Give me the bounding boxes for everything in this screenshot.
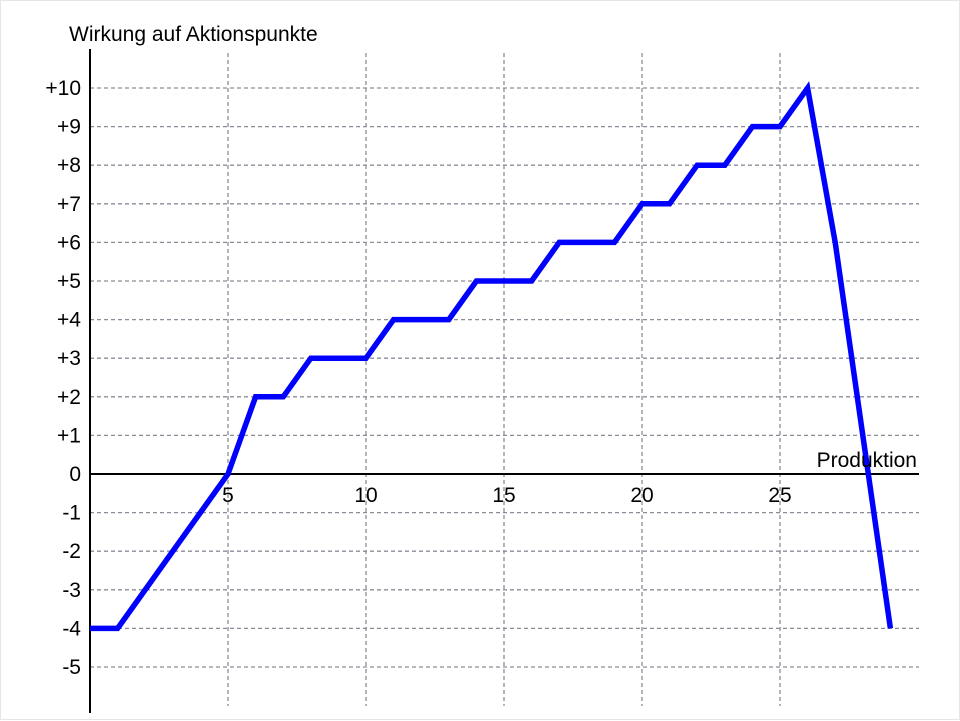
y-tick-label: -3: [62, 579, 81, 602]
y-tick-label: +2: [57, 386, 81, 409]
y-tick-label: +8: [57, 154, 81, 177]
y-tick-label: -2: [62, 540, 81, 563]
x-tick-label: 20: [630, 484, 653, 507]
y-tick-label: -1: [62, 502, 81, 525]
y-tick-label: -4: [62, 617, 81, 640]
y-tick-label: +3: [57, 347, 81, 370]
y-tick-label: -5: [62, 656, 81, 679]
y-tick-label: +9: [57, 116, 81, 139]
y-tick-label: +10: [45, 77, 81, 100]
x-axis-title: Produktion: [817, 449, 917, 472]
x-tick-label: 25: [768, 484, 791, 507]
y-tick-label: +4: [57, 309, 81, 332]
y-tick-label: +1: [57, 424, 81, 447]
series-line: [90, 81, 894, 632]
y-tick-label: +7: [57, 193, 81, 216]
y-tick-label: 0: [69, 463, 81, 486]
y-tick-label: +5: [57, 270, 81, 293]
grid: [90, 53, 919, 706]
series: [90, 81, 894, 632]
x-tick-label: 10: [354, 484, 377, 507]
y-tick-label: +6: [57, 231, 81, 254]
y-tick-labels: +10+9+8+7+6+5+4+3+2+10-1-2-3-4-5: [45, 77, 81, 679]
x-tick-label: 15: [492, 484, 515, 507]
y-axis-title: Wirkung auf Aktionspunkte: [69, 23, 318, 46]
x-tick-labels: 5 10 15 20 25: [222, 484, 792, 507]
x-tick-label: 5: [222, 484, 234, 507]
